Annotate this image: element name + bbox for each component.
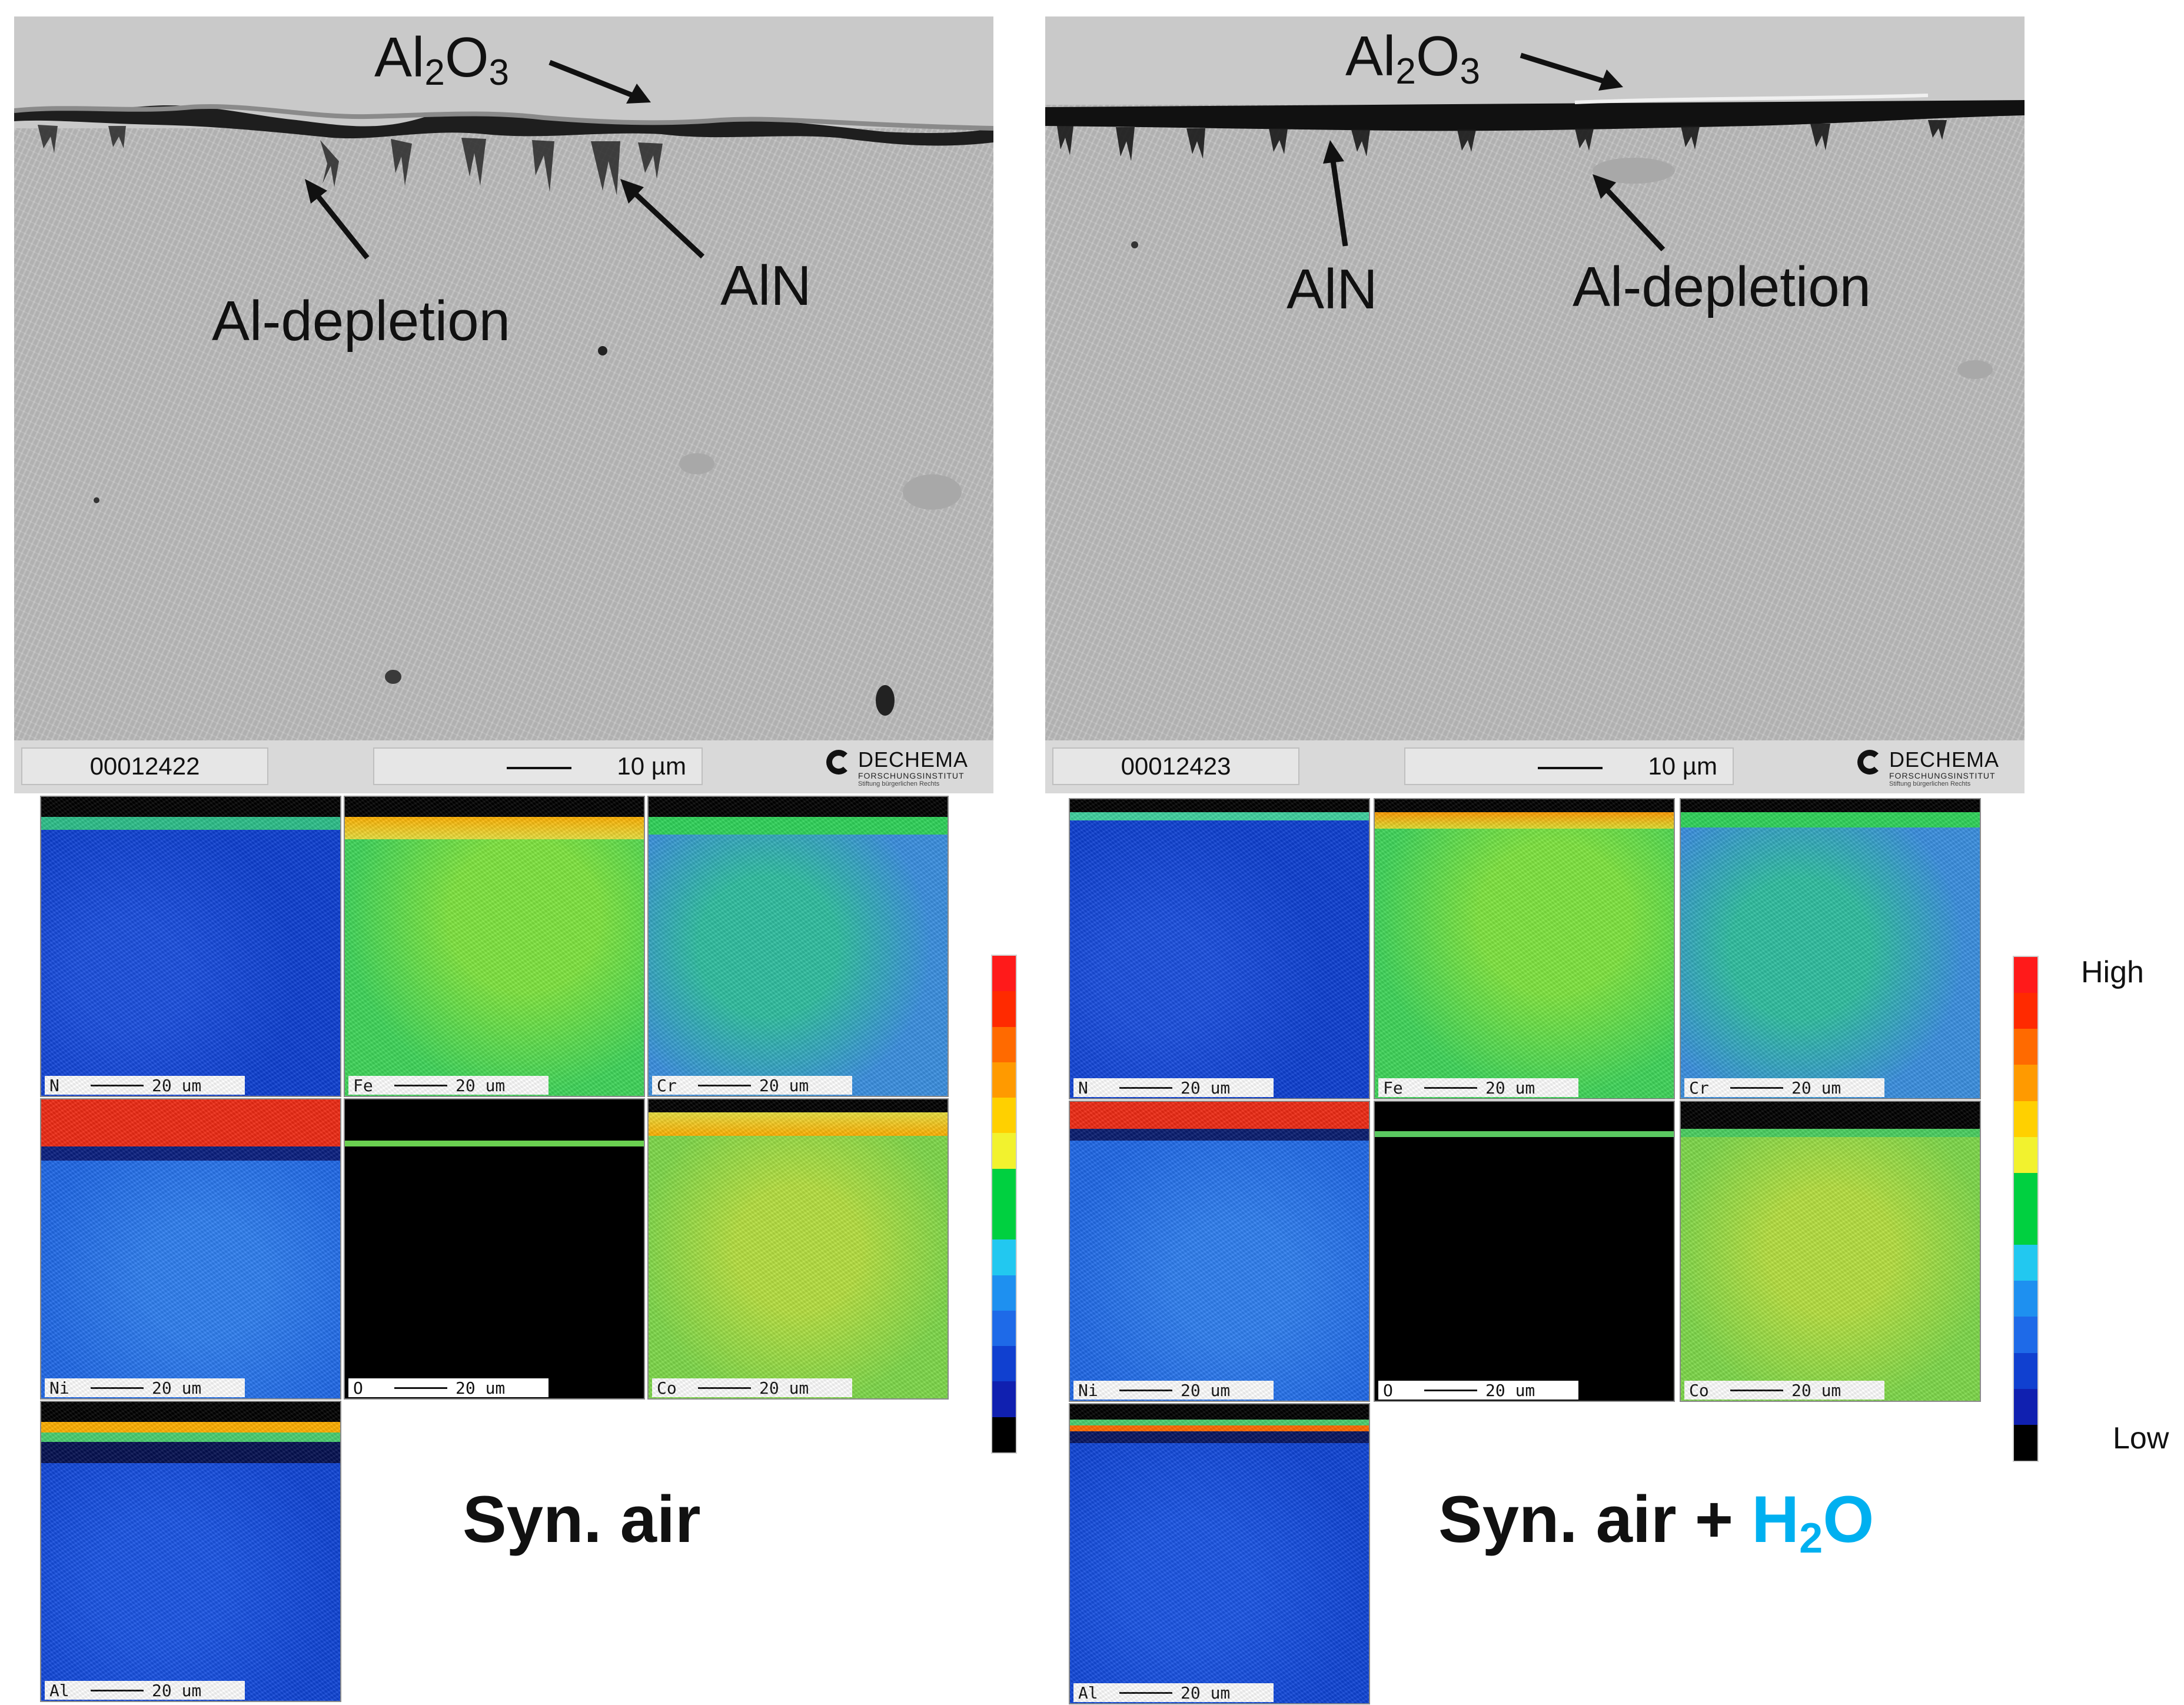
eds-map-fe-right: Fe 20 um bbox=[1374, 798, 1675, 1099]
eds-map-o-left: O 20 um bbox=[344, 1098, 645, 1400]
logo-name: DECHEMA bbox=[1889, 747, 2000, 772]
colorbar-segment bbox=[992, 1239, 1016, 1275]
eds-map-cr-right: Cr 20 um bbox=[1680, 798, 1981, 1099]
eds-map-ni-right: Ni 20 um bbox=[1069, 1101, 1370, 1402]
logo-name: DECHEMA bbox=[858, 747, 969, 772]
colorbar-segment bbox=[992, 1381, 1016, 1417]
scale-bar-line bbox=[1538, 767, 1603, 769]
dechema-logo: DECHEMA FORSCHUNGSINSTITUT Stiftung bürg… bbox=[826, 744, 991, 790]
label-al-depletion-right: Al-depletion bbox=[1573, 255, 1871, 318]
sem-image-id: 00012423 bbox=[1052, 747, 1299, 785]
label-al-depletion-left: Al-depletion bbox=[212, 290, 510, 353]
h2o-label: H2O bbox=[1751, 1483, 1874, 1562]
colorbar-segment bbox=[2014, 1208, 2037, 1245]
sem-scale-bar: 10 µm bbox=[1404, 747, 1734, 785]
colorbar-segment bbox=[2014, 1101, 2037, 1137]
colorbar-segment bbox=[992, 1168, 1016, 1204]
label-al2o3-right: Al2O3 bbox=[1345, 25, 1480, 92]
scale-bar-label: 10 µm bbox=[1648, 752, 1717, 780]
eds-map-n-left: N 20 um bbox=[40, 796, 341, 1097]
label-aln-left: AlN bbox=[720, 254, 812, 317]
sem-micrograph-right: 00012423 10 µm DECHEMA FORSCHUNGSINSTITU… bbox=[1045, 16, 2025, 793]
eds-map-co-left: Co 20 um bbox=[647, 1098, 949, 1400]
sem-micrograph-left: 00012422 10 µm DECHEMA FORSCHUNGSINSTITU… bbox=[14, 16, 993, 793]
sem-scale-bar: 10 µm bbox=[373, 747, 703, 785]
eds-map-al-left: Al 20 um bbox=[40, 1401, 341, 1702]
colorbar-segment bbox=[992, 956, 1016, 992]
eds-map-ni-left: Ni 20 um bbox=[40, 1098, 341, 1400]
dechema-logo-mark-icon bbox=[1857, 750, 1882, 775]
sem-image-id: 00012422 bbox=[21, 747, 268, 785]
logo-sub: FORSCHUNGSINSTITUT bbox=[1889, 771, 1996, 780]
logo-sub2: Stiftung bürgerlichen Rechts bbox=[1889, 780, 1971, 787]
eds-map-n-right: N 20 um bbox=[1069, 798, 1370, 1099]
colorbar-segment bbox=[2014, 1317, 2037, 1353]
sem-scale-features-right bbox=[1045, 52, 2025, 379]
scale-bar-label: 10 µm bbox=[617, 752, 686, 780]
eds-map-fe-left: Fe 20 um bbox=[344, 796, 645, 1097]
eds-map-co-right: Co 20 um bbox=[1680, 1101, 1981, 1402]
logo-sub2: Stiftung bürgerlichen Rechts bbox=[858, 780, 940, 787]
colorbar-segment bbox=[992, 1062, 1016, 1098]
colorbar-segment bbox=[992, 1310, 1016, 1347]
dechema-logo-mark-icon bbox=[826, 750, 851, 775]
eds-map-o-right: O 20 um bbox=[1374, 1101, 1675, 1402]
colorbar-segment bbox=[2014, 1136, 2037, 1173]
colorbar-segment bbox=[2014, 1352, 2037, 1389]
colorbar-segment bbox=[992, 991, 1016, 1027]
condition-label-right: Syn. air + H2O bbox=[1438, 1483, 1874, 1562]
colorbar-segment bbox=[2014, 1424, 2037, 1461]
colorbar-right bbox=[2013, 956, 2039, 1462]
sem-info-strip: 00012422 10 µm DECHEMA FORSCHUNGSINSTITU… bbox=[14, 740, 993, 793]
eds-map-al-right: Al 20 um bbox=[1069, 1403, 1370, 1704]
colorbar-segment bbox=[2014, 1281, 2037, 1317]
condition-label-left: Syn. air bbox=[463, 1483, 701, 1556]
colorbar-segment bbox=[992, 1133, 1016, 1169]
map-element-label: N bbox=[49, 1075, 59, 1095]
colorbar-segment bbox=[2014, 1065, 2037, 1101]
dechema-logo: DECHEMA FORSCHUNGSINSTITUT Stiftung bürg… bbox=[1857, 744, 2022, 790]
colorbar-segment bbox=[992, 1346, 1016, 1382]
colorbar-segment bbox=[992, 1026, 1016, 1062]
colorbar-high-label: High bbox=[2081, 955, 2144, 989]
colorbar-segment bbox=[992, 1275, 1016, 1311]
colorbar-segment bbox=[2014, 1029, 2037, 1065]
eds-map-cr-left: Cr 20 um bbox=[647, 796, 949, 1097]
sem-scale-features-left bbox=[14, 59, 993, 716]
colorbar-segment bbox=[992, 1098, 1016, 1134]
colorbar-left bbox=[991, 955, 1017, 1454]
map-scale-label: 20 um bbox=[152, 1075, 202, 1095]
scale-bar-line bbox=[507, 767, 571, 769]
colorbar-segment bbox=[992, 1417, 1016, 1453]
colorbar-segment bbox=[2014, 957, 2037, 993]
colorbar-segment bbox=[2014, 1245, 2037, 1281]
label-al2o3-left: Al2O3 bbox=[374, 26, 509, 93]
colorbar-segment bbox=[2014, 1388, 2037, 1425]
colorbar-low-label: Low bbox=[2113, 1421, 2169, 1455]
label-aln-right: AlN bbox=[1287, 258, 1378, 321]
colorbar-segment bbox=[2014, 1172, 2037, 1209]
colorbar-segment bbox=[992, 1204, 1016, 1240]
logo-sub: FORSCHUNGSINSTITUT bbox=[858, 771, 965, 780]
colorbar-segment bbox=[2014, 993, 2037, 1029]
sem-info-strip: 00012423 10 µm DECHEMA FORSCHUNGSINSTITU… bbox=[1045, 740, 2025, 793]
